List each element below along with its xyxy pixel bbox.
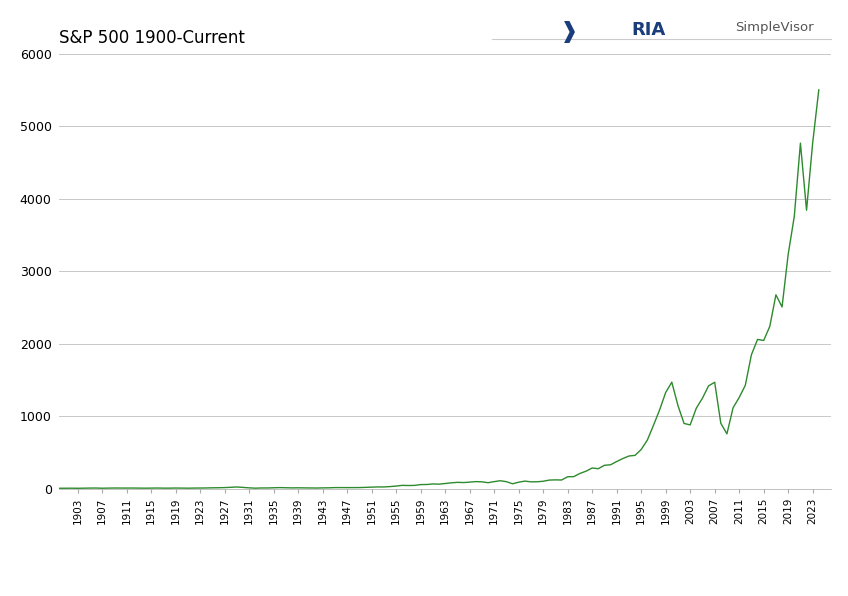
- Text: SimpleVisor: SimpleVisor: [735, 21, 814, 34]
- Text: ❱: ❱: [560, 21, 578, 43]
- Text: S&P 500 1900-Current: S&P 500 1900-Current: [59, 29, 245, 46]
- Text: RIA: RIA: [632, 21, 666, 39]
